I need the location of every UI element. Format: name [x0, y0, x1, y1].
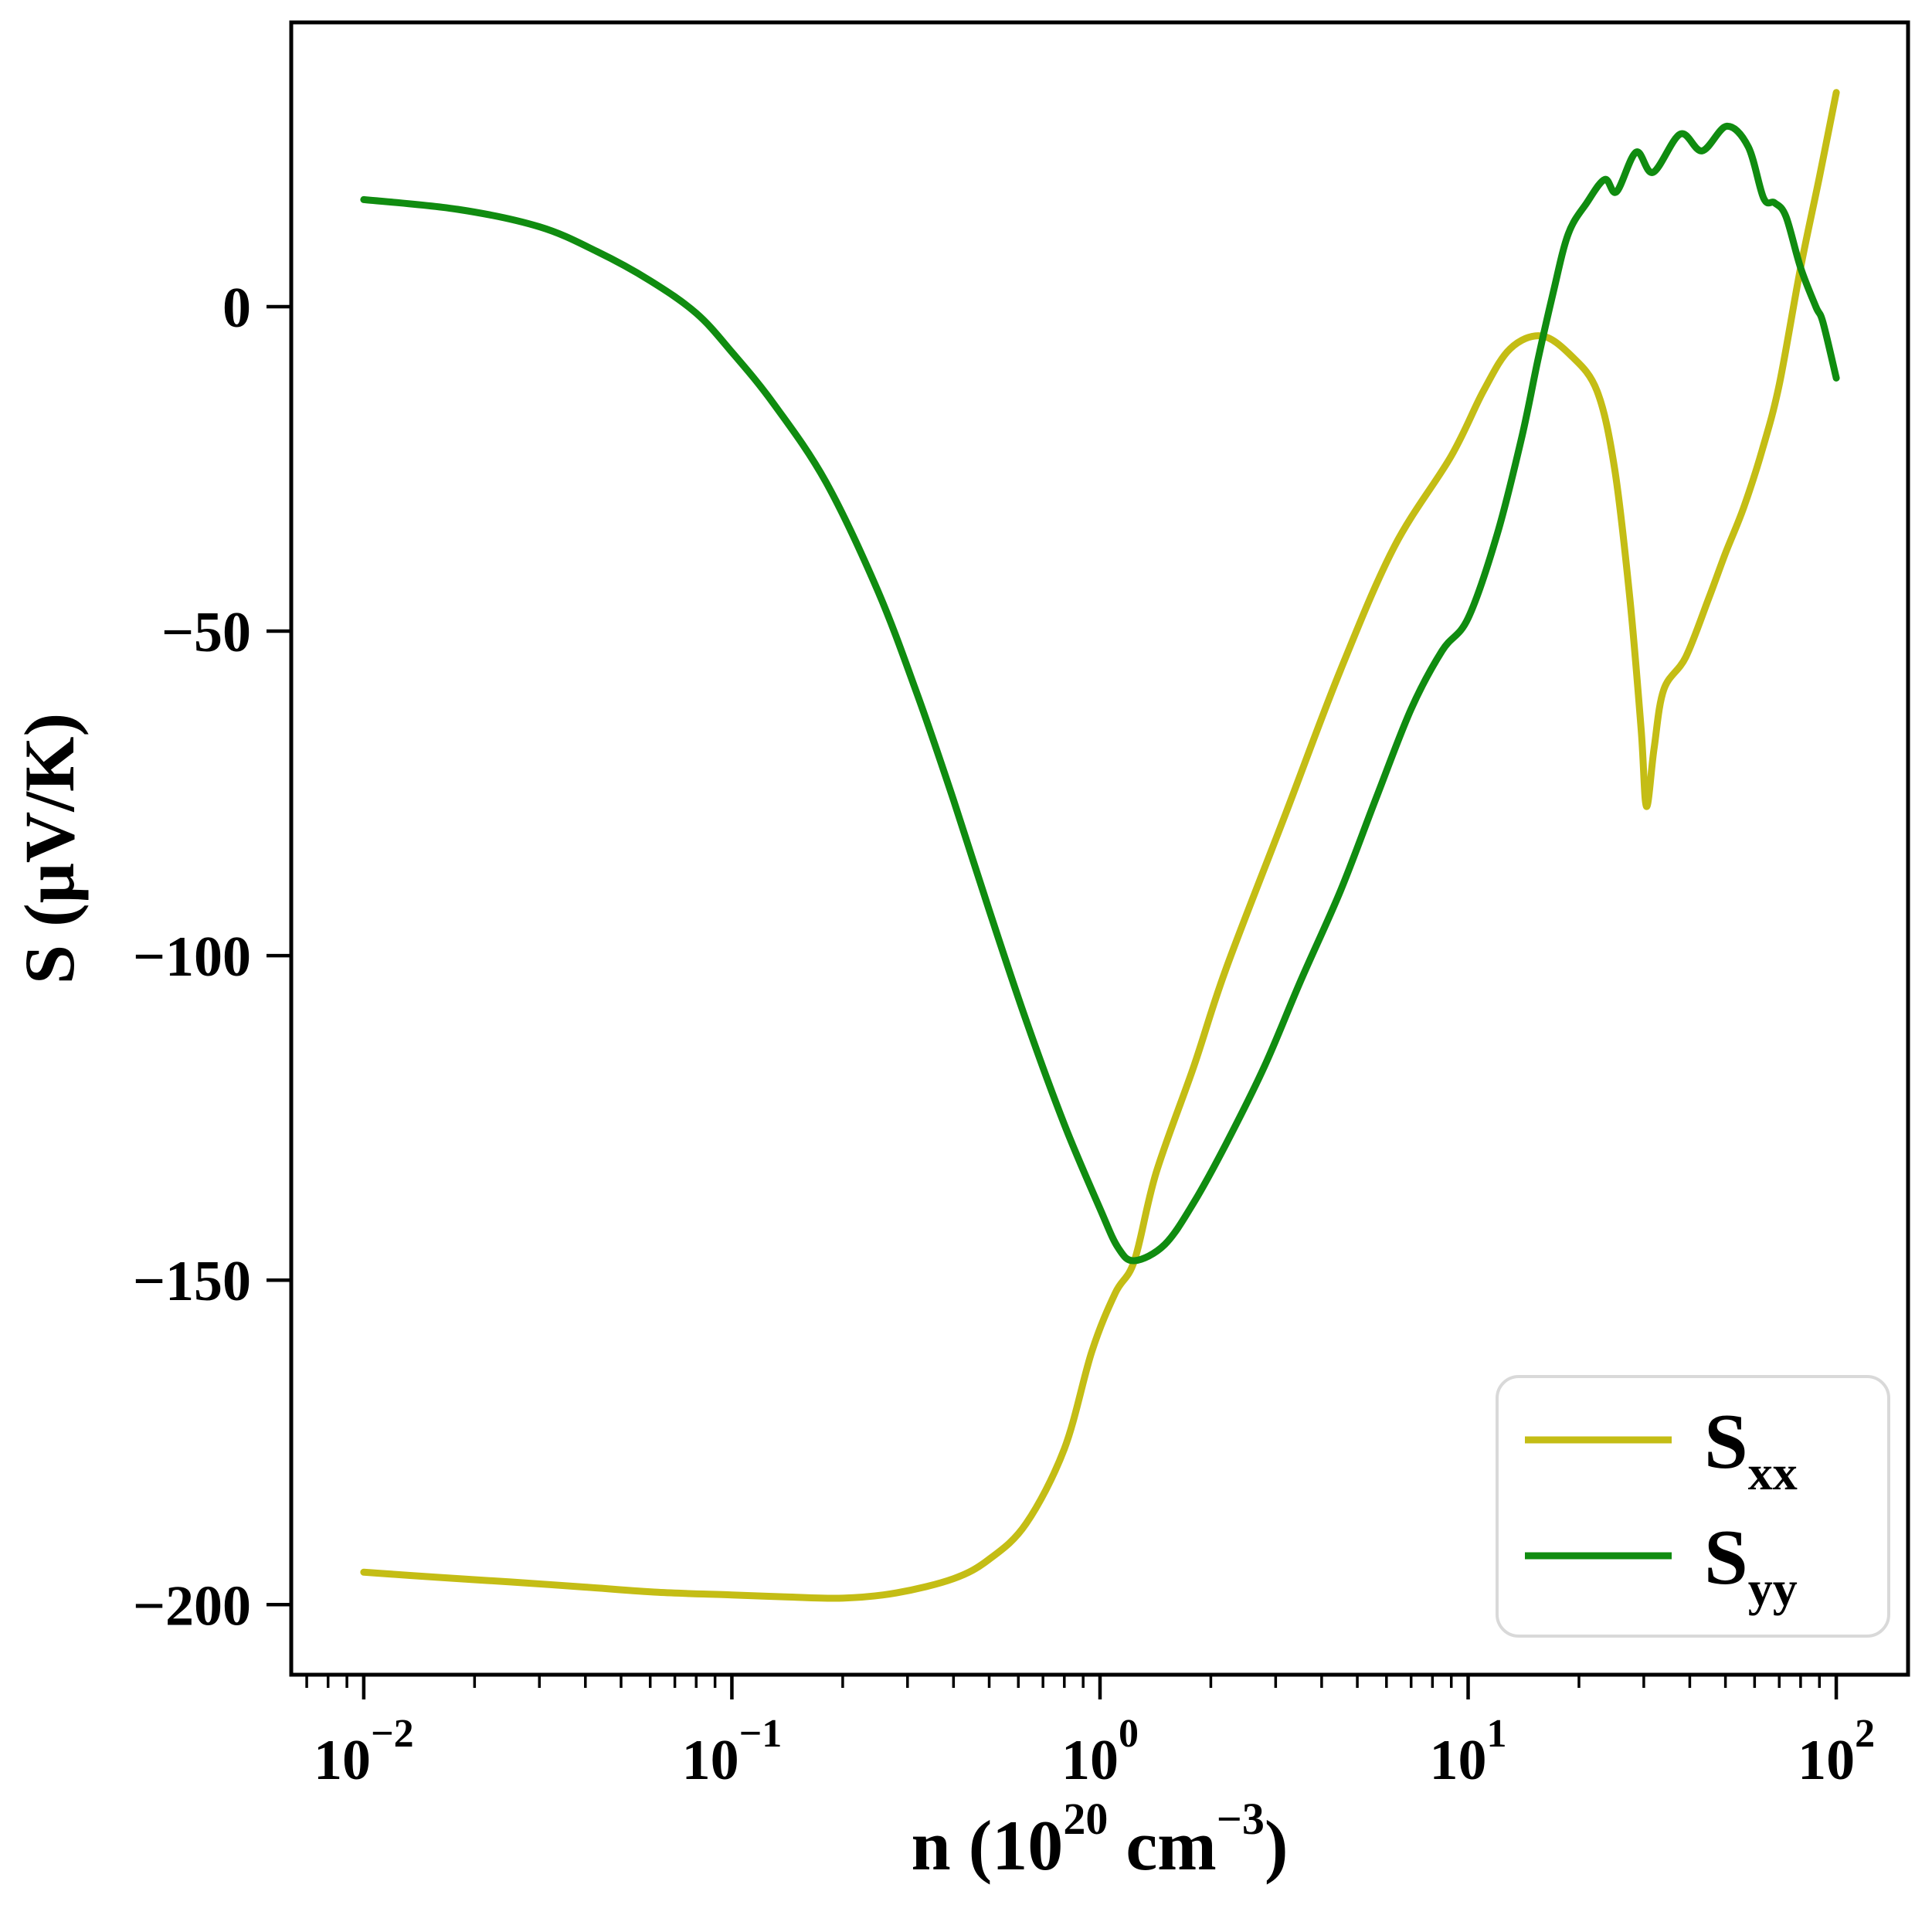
sxx-curve	[360, 89, 1840, 1602]
y-axis-tick-label: −150	[133, 1250, 251, 1313]
x-axis-tick-label: 101	[1430, 1712, 1507, 1792]
y-axis-label: S (μV/K)	[10, 713, 89, 984]
x-axis-label: n (1020 cm−3)	[912, 1794, 1289, 1885]
x-axis-tick-label: 102	[1798, 1712, 1875, 1792]
x-axis-tick-label: 10−1	[682, 1712, 783, 1792]
legend-label-syy: Syy	[1704, 1514, 1798, 1616]
y-axis-tick-label: −200	[133, 1574, 251, 1638]
y-axis-tick-label: −50	[161, 601, 251, 664]
legend-label-sxx: Sxx	[1704, 1398, 1798, 1500]
syy-curve	[360, 122, 1840, 1265]
x-axis-tick-label: 100	[1061, 1712, 1139, 1792]
y-axis-tick-label: −100	[133, 925, 251, 989]
legend-box	[1496, 1375, 1890, 1638]
y-axis-tick-label: 0	[222, 277, 251, 340]
x-axis-tick-label: 10−2	[314, 1712, 414, 1792]
